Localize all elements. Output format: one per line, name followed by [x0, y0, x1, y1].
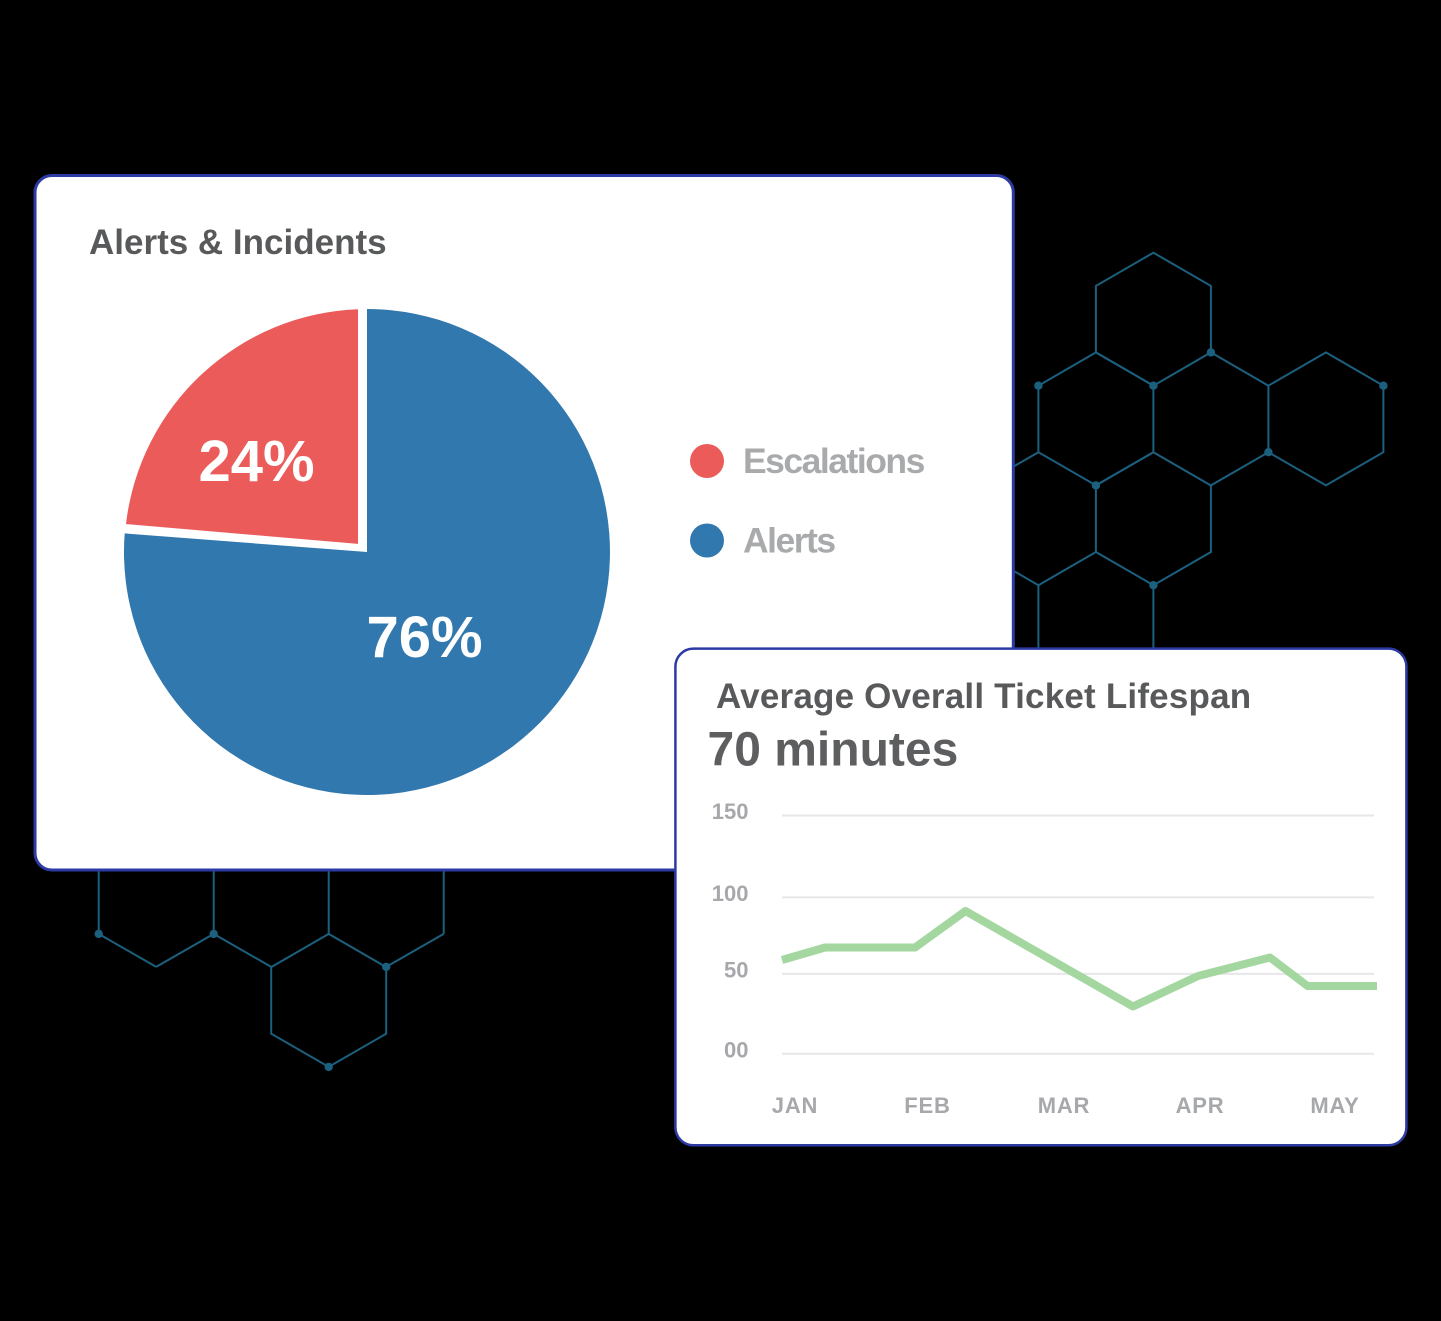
- svg-text:JAN: JAN: [772, 1093, 818, 1118]
- svg-text:24%: 24%: [199, 429, 315, 494]
- svg-text:76%: 76%: [366, 605, 482, 670]
- svg-text:FEB: FEB: [904, 1093, 950, 1118]
- svg-text:00: 00: [724, 1037, 748, 1062]
- svg-text:APR: APR: [1176, 1093, 1225, 1118]
- svg-text:MAY: MAY: [1310, 1093, 1359, 1118]
- svg-text:100: 100: [712, 881, 749, 906]
- svg-text:150: 150: [712, 799, 749, 824]
- svg-text:70 minutes: 70 minutes: [708, 724, 959, 777]
- svg-text:Escalations: Escalations: [743, 441, 925, 481]
- svg-text:50: 50: [724, 958, 748, 983]
- svg-text:Average Overall Ticket Lifespa: Average Overall Ticket Lifespan: [716, 677, 1251, 716]
- svg-text:Alerts & Incidents: Alerts & Incidents: [89, 223, 387, 262]
- svg-text:MAR: MAR: [1038, 1093, 1091, 1118]
- svg-text:Alerts: Alerts: [743, 521, 835, 561]
